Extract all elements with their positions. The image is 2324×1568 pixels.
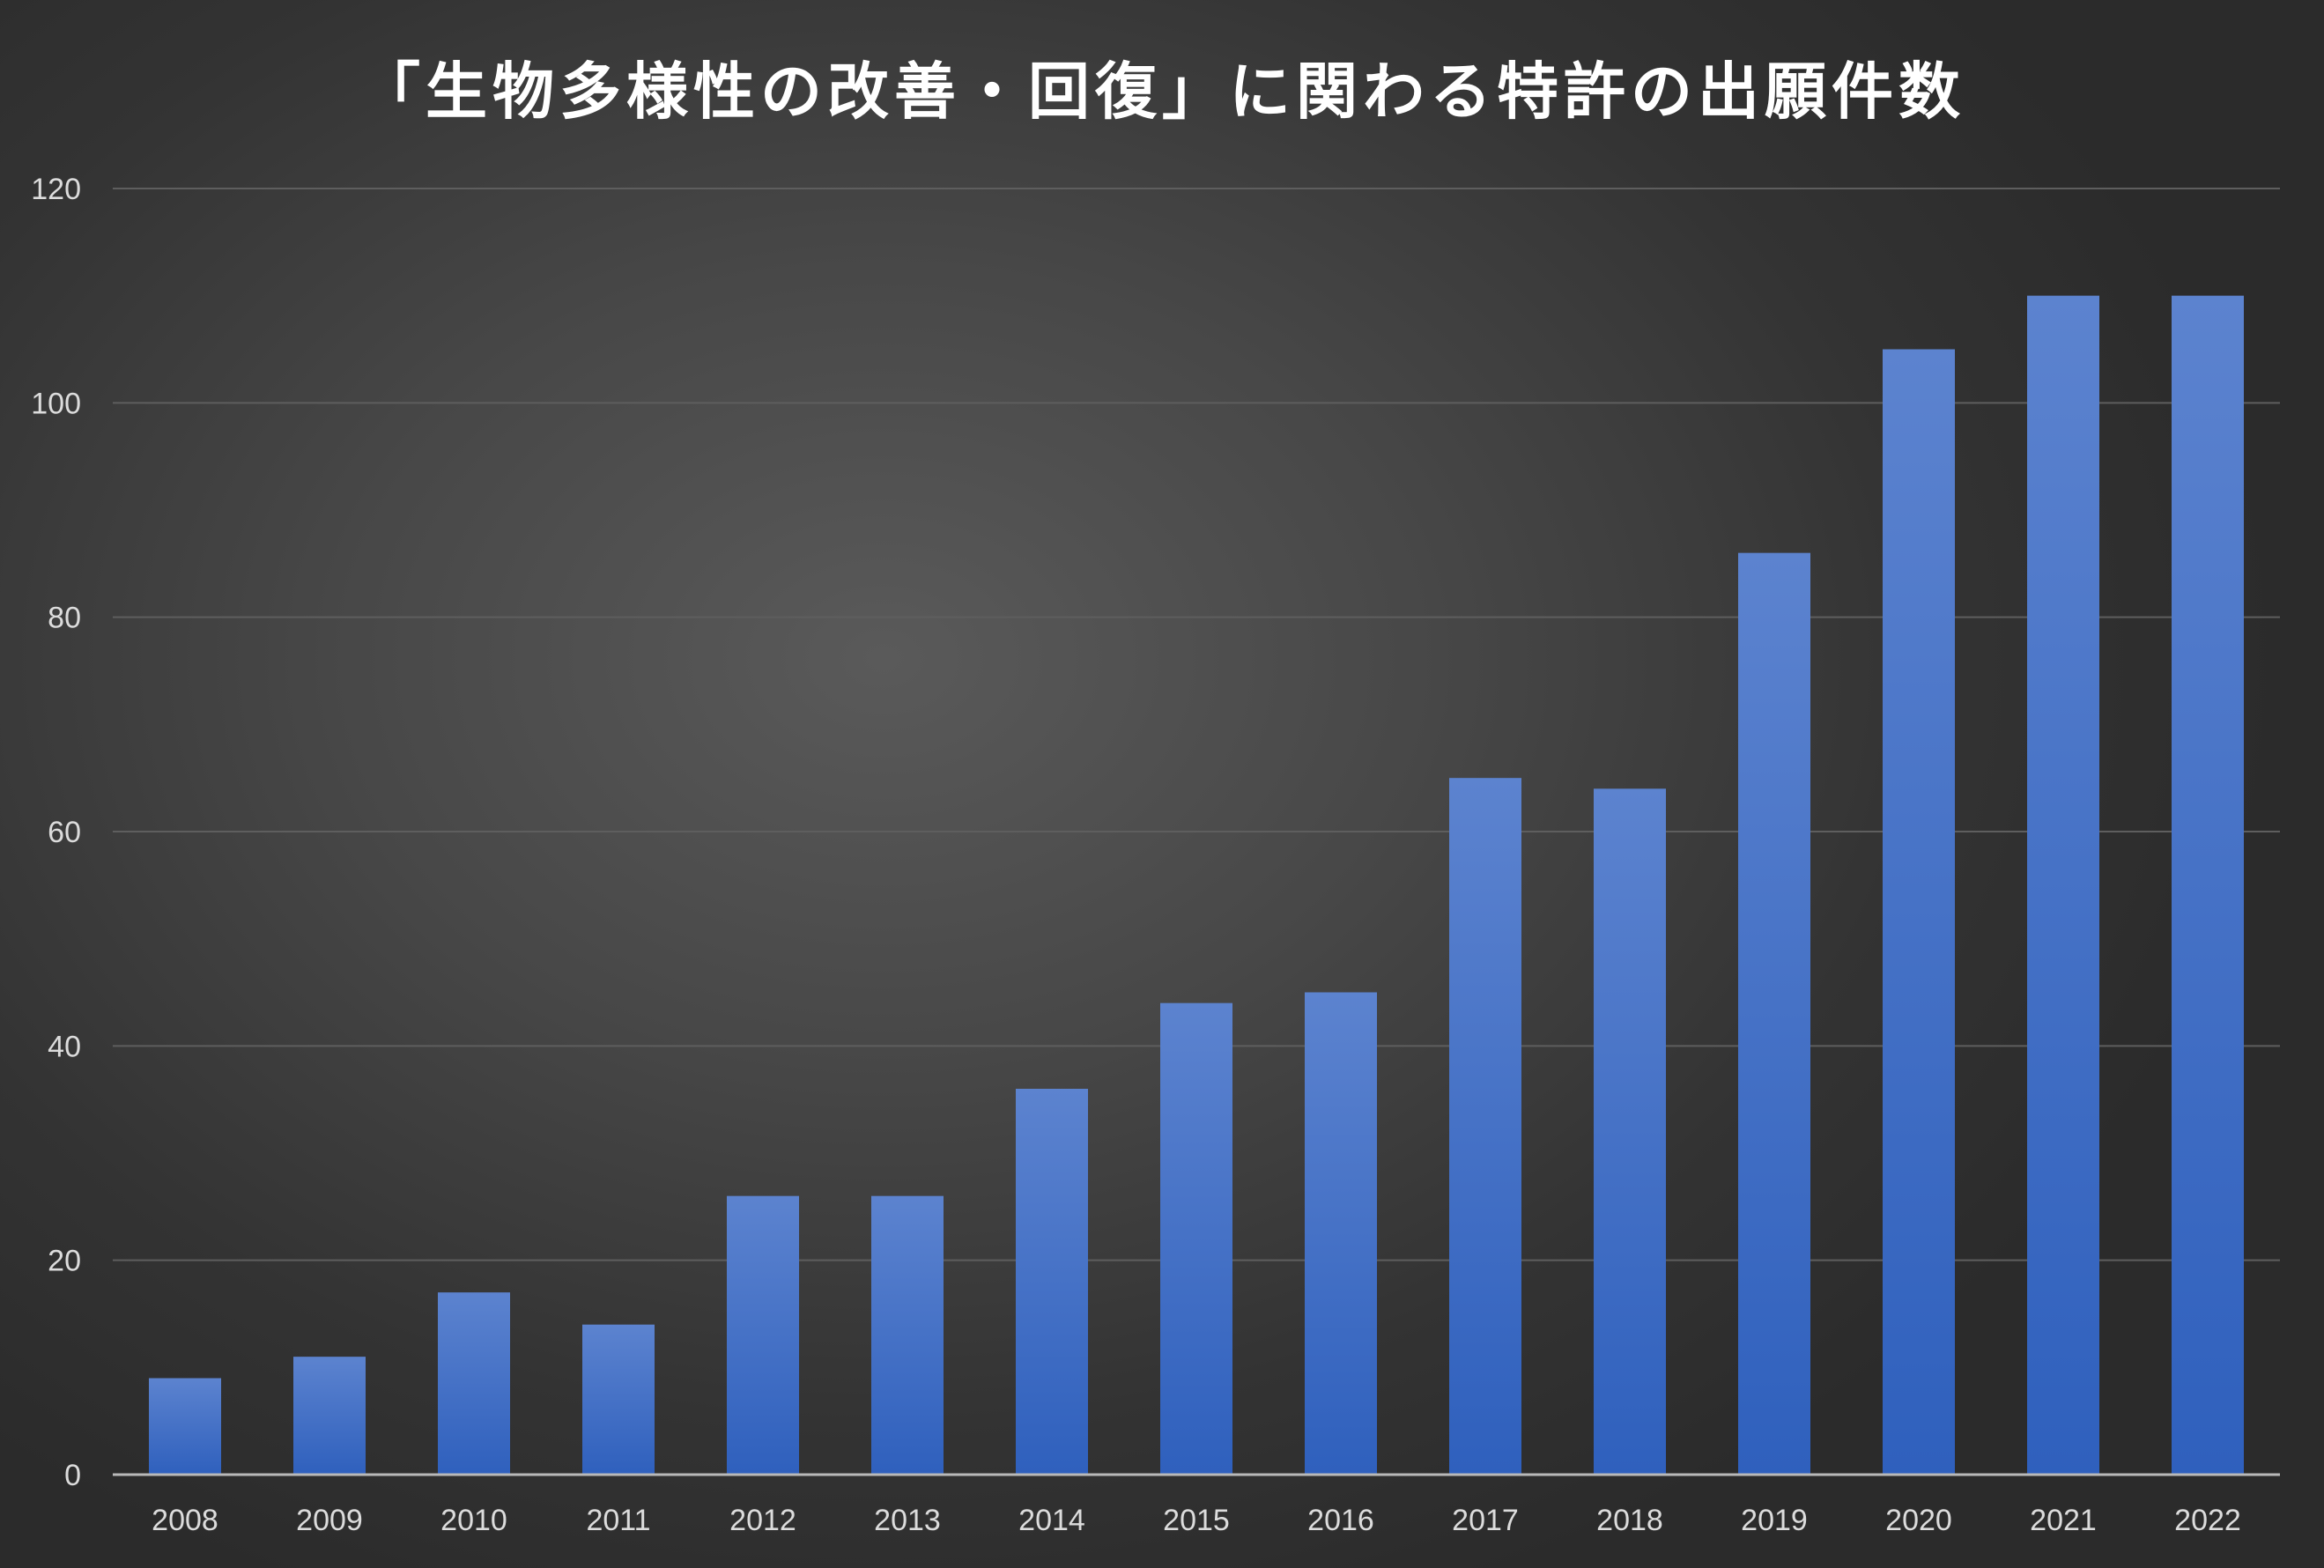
bar-2017 [1449, 778, 1521, 1475]
bar-2010 [438, 1292, 510, 1475]
x-tick-label: 2012 [729, 1504, 796, 1537]
bar-2019 [1738, 552, 1810, 1475]
bar-2016 [1305, 992, 1377, 1475]
y-tick-label: 40 [48, 1030, 81, 1063]
bar-2021 [2027, 295, 2099, 1476]
y-tick-label: 100 [31, 387, 81, 420]
x-tick-label: 2010 [440, 1504, 507, 1537]
bar-2015 [1160, 1002, 1232, 1475]
bars [149, 295, 2244, 1476]
bar-2022 [2172, 295, 2244, 1476]
x-tick-label: 2019 [1741, 1504, 1808, 1537]
bar-2014 [1016, 1089, 1088, 1475]
y-tick-label: 0 [64, 1459, 81, 1492]
bar-2009 [293, 1357, 366, 1475]
x-tick-label: 2015 [1163, 1504, 1230, 1537]
x-tick-label: 2017 [1452, 1504, 1519, 1537]
bar-2012 [727, 1195, 799, 1475]
x-tick-label: 2016 [1307, 1504, 1374, 1537]
bar-2018 [1594, 788, 1666, 1475]
y-tick-label: 20 [48, 1245, 81, 1278]
x-tick-label: 2018 [1596, 1504, 1663, 1537]
x-tick-label: 2008 [152, 1504, 218, 1537]
x-tick-label: 2020 [1885, 1504, 1952, 1537]
x-tick-label: 2021 [2030, 1504, 2097, 1537]
bar-2020 [1883, 349, 1955, 1475]
bar-2008 [149, 1378, 221, 1475]
bar-2011 [582, 1324, 655, 1475]
y-tick-label: 120 [31, 173, 81, 206]
x-tick-label: 2011 [586, 1504, 650, 1537]
x-tick-label: 2014 [1018, 1504, 1085, 1537]
chart-title: 「生物多様性の改善・回復」に関わる特許の出願件数 [359, 55, 1965, 128]
bar-2013 [871, 1195, 944, 1475]
x-tick-label: 2013 [874, 1504, 941, 1537]
x-tick-label: 2009 [296, 1504, 363, 1537]
x-tick-label: 2022 [2174, 1504, 2241, 1537]
y-tick-label: 60 [48, 816, 81, 849]
y-tick-label: 80 [48, 602, 81, 635]
axes: 0 20 40 60 80 100 120 2008 2009 2010 2011 2012 2013 2… [31, 173, 2280, 1537]
